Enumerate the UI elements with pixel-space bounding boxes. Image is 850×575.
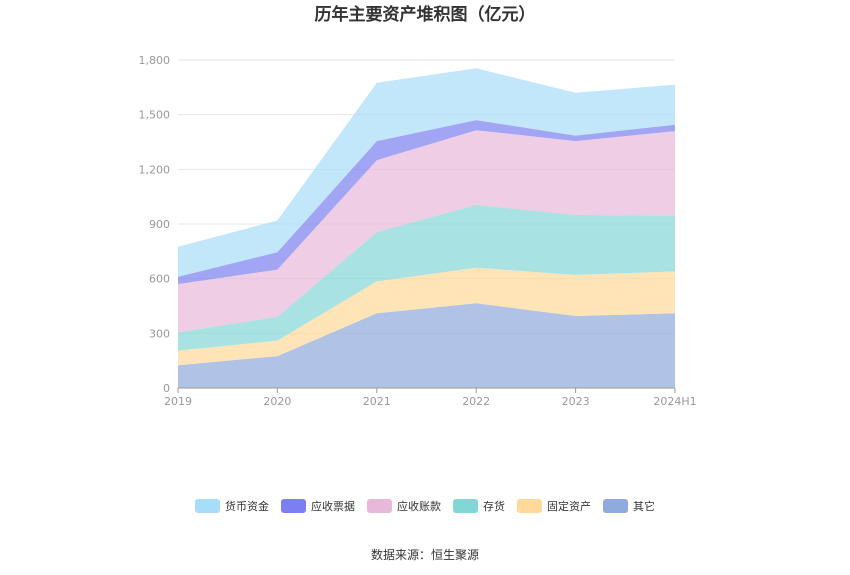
legend-swatch: [603, 499, 628, 513]
y-tick-label: 300: [149, 327, 170, 340]
y-tick-label: 1,500: [139, 109, 171, 122]
legend-swatch: [517, 499, 542, 513]
x-tick-label: 2019: [164, 395, 192, 408]
x-tick-label: 2022: [462, 395, 490, 408]
legend-swatch: [195, 499, 220, 513]
legend-item[interactable]: 货币资金: [195, 499, 269, 513]
legend-label: 应收票据: [311, 499, 355, 513]
legend-label: 固定资产: [547, 499, 591, 513]
legend-swatch: [281, 499, 306, 513]
area-series: [178, 204, 675, 351]
x-tick-label: 2023: [562, 395, 590, 408]
x-tick-label: 2020: [263, 395, 291, 408]
area-series: [178, 68, 675, 277]
legend: 货币资金 应收票据 应收账款 存货 固定资产 其它: [195, 499, 655, 513]
y-tick-label: 1,800: [139, 54, 171, 67]
axes: 0 300 600 900 1,200 1,500 1,800 2019 2020 2021 202…: [139, 54, 697, 408]
legend-label: 其它: [633, 499, 655, 513]
x-tick-label: 2021: [363, 395, 391, 408]
x-tick-label: 2024H1: [653, 395, 696, 408]
area-series: [178, 130, 675, 333]
area-series: [178, 267, 675, 366]
legend-item[interactable]: 存货: [453, 499, 505, 513]
legend-label: 应收账款: [397, 499, 441, 513]
y-tick-label: 900: [149, 218, 170, 231]
legend-item[interactable]: 固定资产: [517, 499, 591, 513]
y-tick-label: 0: [163, 382, 170, 395]
data-source: 数据来源：恒生聚源: [371, 547, 479, 562]
legend-label: 货币资金: [225, 499, 269, 513]
legend-item[interactable]: 其它: [603, 499, 655, 513]
y-tick-label: 1,200: [139, 163, 171, 176]
legend-item[interactable]: 应收票据: [281, 499, 355, 513]
area-series: [178, 120, 675, 285]
chart-title: 历年主要资产堆积图（亿元）: [315, 4, 536, 25]
area-series: [178, 303, 675, 388]
legend-swatch: [367, 499, 392, 513]
legend-item[interactable]: 应收账款: [367, 499, 441, 513]
y-tick-label: 600: [149, 273, 170, 286]
stacked-areas: [178, 68, 675, 388]
legend-swatch: [453, 499, 478, 513]
legend-label: 存货: [483, 499, 505, 513]
